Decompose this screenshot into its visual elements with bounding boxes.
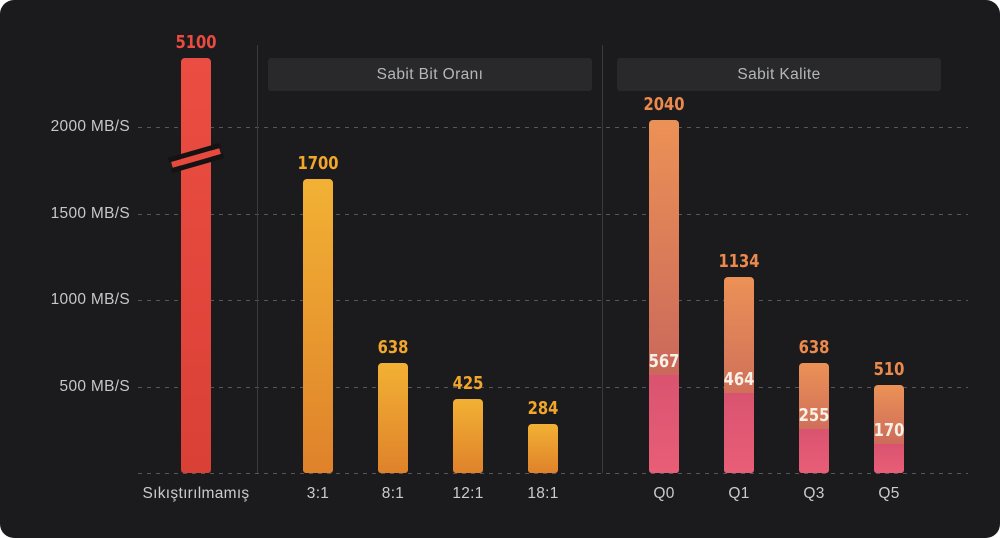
bar-category-label: 8:1	[381, 485, 405, 502]
y-tick-label: 1000 MB/S	[50, 291, 130, 308]
bar-category-label: Q5	[878, 485, 900, 502]
bar-q0: 567 2040 Q0	[643, 94, 684, 502]
bar-category-label: Q3	[803, 485, 825, 502]
bar-category-label: Q1	[728, 485, 750, 502]
bar-value-label: 1134	[718, 251, 760, 272]
bar-category-label: 18:1	[527, 485, 559, 502]
bar-value-label: 1700	[297, 153, 339, 174]
bar-fill	[649, 120, 679, 473]
bar-value-label: 638	[798, 337, 830, 358]
bar-sub-segment	[799, 429, 829, 473]
bar-q5: 170 510 Q5	[873, 359, 905, 502]
group-header-constant-bitrate: Sabit Bit Oranı	[268, 58, 592, 91]
bar-fill	[181, 58, 211, 473]
bar-sıkıştırılmamış: 5100 Sıkıştırılmamış	[143, 32, 250, 502]
bar-category-label: Sıkıştırılmamış	[142, 485, 250, 502]
bar-value-label: 638	[377, 337, 409, 358]
bar-sub-segment	[874, 444, 904, 473]
bar-fill	[799, 363, 829, 473]
gridline	[138, 387, 968, 388]
bar-value-label: 510	[873, 359, 905, 380]
bar-sub-value-label: 464	[723, 369, 755, 390]
bar-q3: 255 638 Q3	[798, 337, 830, 502]
group-header-constant-quality: Sabit Kalite	[617, 58, 941, 91]
bar-category-label: 3:1	[306, 485, 330, 502]
bar-value-label: 2040	[643, 94, 685, 115]
y-tick-label: 500 MB/S	[59, 378, 130, 395]
gridline	[138, 127, 968, 128]
bar-value-label: 5100	[175, 32, 217, 53]
bar-fill	[453, 399, 483, 473]
bar-category-label: 12:1	[452, 485, 484, 502]
bar-sub-value-label: 170	[873, 420, 905, 441]
bar-fill	[724, 277, 754, 473]
bar-fill	[378, 363, 408, 473]
bar-category-label: Q0	[653, 485, 675, 502]
bar-value-label: 425	[452, 373, 484, 394]
bar-sub-value-label: 255	[798, 405, 830, 426]
bar-12:1: 425 12:1	[452, 373, 483, 502]
group-divider-right	[602, 45, 603, 473]
bar-8:1: 638 8:1	[378, 337, 409, 502]
gridline	[138, 300, 968, 301]
bar-fill	[303, 179, 333, 473]
bar-q1: 464 1134 Q1	[718, 251, 759, 502]
bar-value-label: 284	[527, 398, 559, 419]
gridline	[138, 214, 968, 215]
y-tick-label: 1500 MB/S	[50, 205, 130, 222]
bar-fill	[528, 424, 558, 473]
bar-sub-segment	[724, 393, 754, 473]
y-tick-label: 2000 MB/S	[50, 118, 130, 135]
bar-fill	[874, 385, 904, 473]
bar-sub-value-label: 567	[648, 351, 680, 372]
gridline	[138, 473, 968, 474]
group-divider-left	[257, 45, 258, 473]
bar-3:1: 1700 3:1	[297, 153, 338, 502]
bar-sub-segment	[649, 375, 679, 473]
bar-18:1: 284 18:1	[527, 398, 558, 502]
